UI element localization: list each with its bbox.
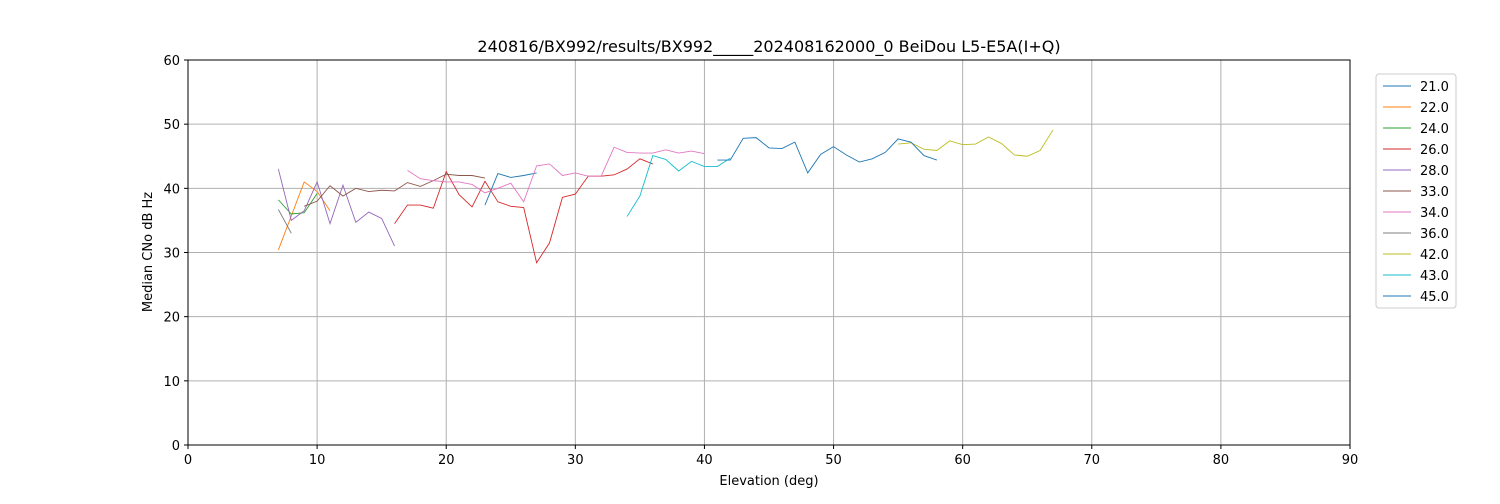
- x-tick-label: 70: [1084, 453, 1101, 468]
- chart-title: 240816/BX992/results/BX992_____202408162…: [477, 37, 1060, 57]
- series-line-45.0: [717, 137, 937, 174]
- x-tick-label: 10: [309, 453, 326, 468]
- legend-label: 34.0: [1420, 206, 1449, 221]
- x-tick-label: 20: [438, 453, 455, 468]
- legend-label: 36.0: [1420, 227, 1449, 242]
- x-tick-label: 90: [1342, 453, 1359, 468]
- y-tick-label: 40: [163, 182, 180, 197]
- series-lines: [277, 129, 1054, 264]
- legend-label: 33.0: [1420, 185, 1449, 200]
- series-line-34.0: [407, 146, 705, 203]
- series-line-28.0: [277, 168, 395, 247]
- x-tick-label: 60: [954, 453, 971, 468]
- x-tick-label: 80: [1213, 453, 1230, 468]
- series-line-43.0: [626, 155, 731, 217]
- series-line-36.0: [277, 209, 292, 234]
- x-axis-label: Elevation (deg): [719, 474, 818, 489]
- y-axis-label: Median CNo dB Hz: [141, 192, 156, 312]
- grid: [187, 59, 1351, 446]
- legend-box: [1375, 73, 1457, 309]
- legend-label: 42.0: [1420, 248, 1449, 263]
- legend: 21.0 22.0 24.0 26.0 28.0 33.0 34.0 36.0 42.0 43.0…: [1375, 73, 1457, 309]
- series-line-33.0: [304, 173, 486, 207]
- series-line-21.0: [484, 172, 537, 206]
- x-tick-label: 40: [696, 453, 713, 468]
- legend-label: 22.0: [1420, 101, 1449, 116]
- y-tick-label: 60: [163, 54, 180, 69]
- y-tick-label: 0: [172, 439, 180, 454]
- x-tick-label: 30: [567, 453, 584, 468]
- legend-label: 24.0: [1420, 122, 1449, 137]
- y-tick-label: 50: [163, 118, 180, 133]
- x-tick-label: 50: [825, 453, 842, 468]
- y-tick-label: 20: [163, 311, 180, 326]
- legend-label: 28.0: [1420, 164, 1449, 179]
- series-line-22.0: [277, 181, 331, 251]
- legend-label: 45.0: [1420, 290, 1449, 305]
- series-line-26.0: [394, 158, 653, 264]
- legend-label: 21.0: [1420, 80, 1449, 95]
- legend-label: 26.0: [1420, 143, 1449, 158]
- legend-label: 43.0: [1420, 269, 1449, 284]
- series-line-24.0: [278, 193, 318, 215]
- x-tick-label: 0: [184, 453, 192, 468]
- ticks: 0 10 20 30 40 50 60 70 80 90 0 10 20 30 40 50 60: [163, 54, 1358, 468]
- y-tick-label: 30: [163, 247, 180, 262]
- y-tick-label: 10: [163, 375, 180, 390]
- series-line-42.0: [898, 129, 1054, 157]
